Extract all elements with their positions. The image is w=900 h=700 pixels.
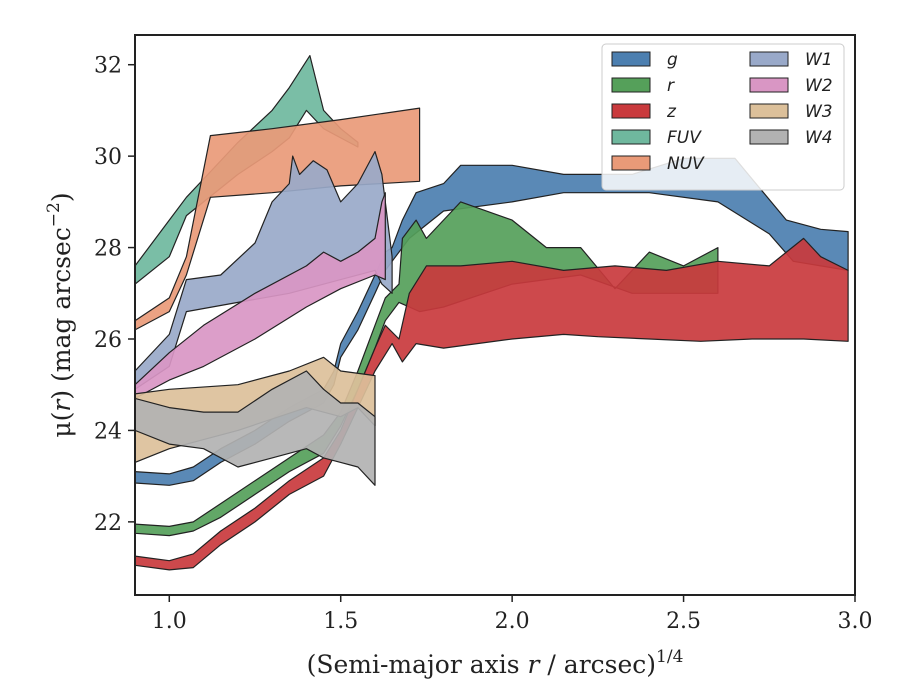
y-tick-label: 28 (94, 237, 122, 262)
y-tick-label: 22 (94, 511, 122, 536)
legend-label-nuv: NUV (667, 154, 705, 174)
y-axis-ticks: 22 24 26 28 30 32 (94, 54, 135, 536)
plot-frame (134, 34, 856, 596)
band-w2 (135, 192, 386, 399)
legend-label-w2: W2 (805, 76, 833, 96)
legend-swatch-fuv (611, 129, 651, 145)
legend-label-g: g (667, 50, 678, 70)
x-tick-label: 1.5 (323, 609, 358, 634)
legend-swatch-w1 (749, 51, 789, 67)
legend-swatch-nuv (611, 155, 651, 171)
legend-swatch-w4 (749, 129, 789, 145)
legend-swatch-r (611, 77, 651, 93)
legend-label-w4: W4 (805, 128, 833, 148)
legend-swatch-z (611, 103, 651, 119)
x-axis-ticks: 1.0 1.5 2.0 2.5 3.0 (152, 595, 873, 634)
legend: grz FUV NUV W1 W2 W3 W4 (601, 43, 845, 191)
legend-label-fuv: FUV (667, 128, 702, 148)
x-tick-label: 3.0 (838, 609, 873, 634)
legend-swatch-w3 (749, 103, 789, 119)
x-tick-label: 2.5 (666, 609, 701, 634)
legend-label-z: z (666, 102, 677, 122)
band-nuv (135, 107, 421, 331)
y-tick-label: 24 (94, 419, 122, 444)
y-tick-label: 32 (94, 54, 122, 79)
legend-label-w1: W1 (805, 50, 833, 70)
bands-layer (135, 54, 849, 571)
x-tick-label: 1.0 (152, 609, 187, 634)
band-w4 (135, 370, 376, 486)
y-axis-title: μ(r) (mag arcsec−2) (44, 192, 76, 437)
y-tick-label: 26 (94, 328, 122, 353)
x-axis-title: (Semi-major axis r / arcsec)1/4 (307, 647, 684, 679)
legend-swatch-w2 (749, 77, 789, 93)
x-tick-label: 2.0 (495, 609, 530, 634)
legend-label-w3: W3 (805, 102, 833, 122)
legend-swatch-g (611, 51, 651, 67)
y-tick-label: 30 (94, 145, 122, 170)
legend-label-r: r (667, 76, 675, 96)
